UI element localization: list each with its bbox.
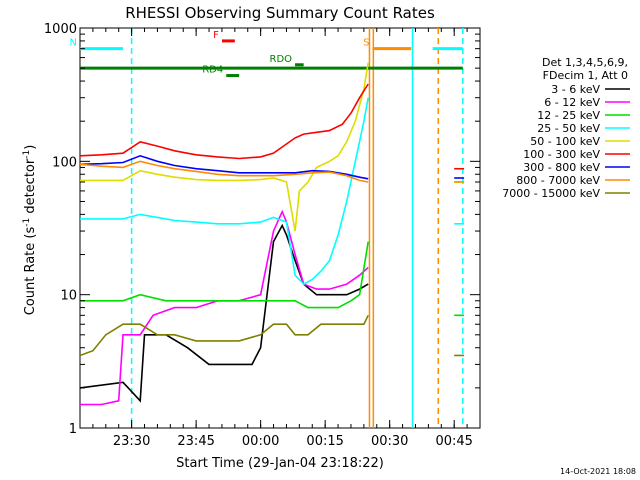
series-line-1 — [80, 209, 369, 406]
legend-label-7: 800 - 7000 keV — [516, 174, 600, 187]
flag-label-2: RDO — [270, 54, 293, 65]
timestamp: 14-Oct-2021 18:08 — [560, 467, 636, 476]
x-axis: 23:30 23:45 00:00 00:15 00:30 00:45 — [92, 28, 481, 449]
x-axis-label: Start Time (29-Jan-04 23:18:22) — [176, 456, 384, 471]
series-line-0 — [79, 223, 369, 403]
y-tick-label-1: 10 — [60, 289, 77, 304]
vertical-markers — [130, 28, 464, 428]
series-line-6 — [79, 154, 369, 180]
y-axis: 1 10 100 1000 — [44, 22, 480, 437]
y-tick-label-2: 100 — [52, 155, 77, 170]
legend-header-line2: FDecim 1, Att 0 — [543, 69, 628, 82]
y-tick-label-0: 1 — [69, 422, 77, 437]
series-line-5 — [79, 83, 369, 160]
legend-label-4: 50 - 100 keV — [530, 135, 600, 148]
series-line-3 — [80, 97, 369, 286]
legend-label-8: 7000 - 15000 keV — [502, 187, 600, 200]
series-lines — [79, 62, 465, 406]
series-line-2 — [80, 241, 369, 309]
y-axis-label-end: ) — [23, 145, 38, 150]
flag-label-0: F — [213, 30, 219, 41]
y-axis-label-sup: -1 — [22, 218, 32, 227]
series-line-8 — [79, 314, 369, 357]
legend-label-3: 25 - 50 keV — [537, 122, 600, 135]
y-axis-label-sup2: -1 — [22, 150, 32, 159]
series-line-4 — [80, 62, 369, 232]
x-tick-label-5: 00:45 — [435, 434, 472, 449]
x-tick-label-4: 00:30 — [371, 434, 408, 449]
y-axis-label-mid: detector — [23, 158, 38, 218]
legend: Det 1,3,4,5,6,9, FDecim 1, Att 0 3 - 6 k… — [502, 56, 630, 200]
y-axis-label: Count Rate (s-1 detector-1) — [22, 145, 38, 316]
x-tick-label-1: 23:45 — [177, 434, 214, 449]
flag-bars: F RD4 RDO S N — [70, 30, 463, 78]
x-tick-label-0: 23:30 — [113, 434, 150, 449]
flag-label-3: S — [363, 38, 369, 49]
x-tick-label-3: 00:15 — [306, 434, 343, 449]
legend-label-0: 3 - 6 keV — [551, 83, 600, 96]
legend-label-1: 6 - 12 keV — [544, 96, 600, 109]
legend-header-line1: Det 1,3,4,5,6,9, — [542, 56, 628, 69]
legend-label-6: 300 - 800 keV — [523, 161, 600, 174]
legend-label-5: 100 - 300 keV — [523, 148, 600, 161]
series-line-7 — [79, 160, 369, 183]
y-axis-label-part: Count Rate (s — [23, 227, 38, 316]
y-tick-label-3: 1000 — [44, 22, 77, 37]
chart-title: RHESSI Observing Summary Count Rates — [125, 4, 435, 22]
plot-frame — [79, 27, 481, 429]
flag-label-1: RD4 — [202, 65, 223, 76]
x-tick-label-2: 00:00 — [242, 434, 279, 449]
legend-label-2: 12 - 25 keV — [537, 109, 600, 122]
flag-label-4: N — [70, 38, 77, 49]
